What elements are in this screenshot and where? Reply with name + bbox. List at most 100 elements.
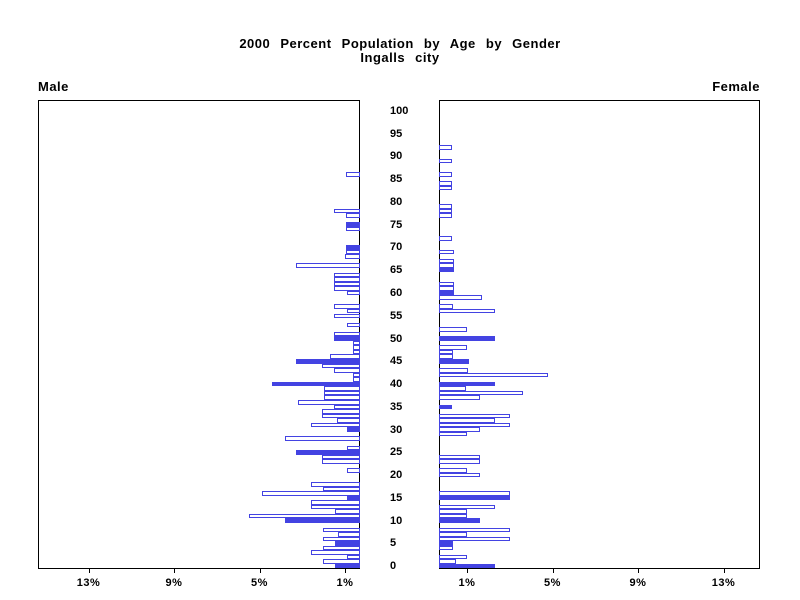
female-pct-label-1-tick [467,568,468,573]
bar-male-age-66 [295,263,360,268]
female-panel [439,100,760,569]
bar-female-age-42 [439,372,549,378]
bar-female-age-56 [439,308,495,314]
bar-male-age-75 [346,222,360,227]
male-pct-label-5-tick [259,568,261,573]
male-pct-label-5: 5% [251,577,268,589]
bar-female-age-16 [439,491,510,496]
bar-female-age-65 [439,267,454,273]
bar-female-age-66 [439,263,454,268]
bar-male-age-26 [347,445,360,451]
age-label-40: 40 [390,378,403,390]
bar-female-age-13 [439,504,495,510]
bar-female-age-48 [439,345,467,350]
bar-male-age-50 [334,336,360,341]
bar-male-age-42 [352,372,360,378]
bar-female-age-62 [439,281,454,287]
bar-female-age-21 [439,468,467,473]
bar-male-age-33 [321,413,360,419]
bar-male-age-6 [322,536,360,542]
bar-male-age-51 [334,331,360,337]
bar-male-age-14 [310,500,360,505]
female-pct-label-13-tick [723,568,725,573]
age-label-90: 90 [390,150,403,163]
bar-male-age-24 [321,454,360,460]
bar-male-age-46 [330,354,360,359]
bar-male-age-39 [323,386,360,391]
age-label-45: 45 [390,355,403,368]
age-label-30: 30 [390,423,403,436]
bar-female-age-10 [439,518,480,523]
bar-female-age-7 [439,532,467,537]
bar-male-age-47 [352,349,360,355]
bar-female-age-38 [439,390,523,396]
bar-male-age-61 [334,286,360,291]
bar-male-age-53 [347,322,360,328]
bar-male-age-15 [347,495,360,501]
bar-female-age-50 [439,336,495,341]
female-pct-label-9: 9% [629,577,647,589]
bar-male-age-25 [295,450,360,455]
male-pct-label-13-tick [88,568,90,573]
female-pct-label-5-tick [552,568,554,573]
bar-female-age-46 [439,354,453,359]
bar-female-age-1 [439,559,457,564]
female-pct-label-9-tick [638,568,639,573]
bar-male-age-35 [334,404,360,410]
bar-female-age-61 [439,286,454,291]
bar-male-age-56 [347,308,360,314]
bar-female-age-47 [439,349,453,355]
age-label-65: 65 [390,264,403,277]
bar-female-age-89 [439,158,452,164]
bar-female-age-45 [439,359,469,364]
male-axis-label: Male [38,79,69,94]
bar-male-age-18 [310,482,360,487]
bar-male-age-16 [261,491,360,496]
bar-male-age-69 [346,249,360,255]
bar-male-age-23 [321,459,360,464]
bar-female-age-6 [439,536,510,542]
bar-male-age-7 [337,532,360,537]
bar-male-age-62 [334,281,360,287]
age-label-50: 50 [390,332,403,345]
bar-male-age-31 [310,422,360,428]
bar-female-age-92 [439,145,452,150]
bar-female-age-31 [439,422,510,428]
bar-female-age-30 [439,427,480,432]
bar-female-age-24 [439,454,480,460]
bar-female-age-12 [439,509,467,514]
male-pct-label-9-tick [174,568,175,573]
age-label-10: 10 [390,514,403,527]
bar-female-age-83 [439,185,452,191]
male-pct-label-13: 13% [76,577,101,589]
bar-female-age-77 [439,213,452,218]
bar-female-age-5 [439,541,453,546]
bar-female-age-35 [439,404,452,410]
bar-female-age-86 [439,172,452,177]
bar-female-age-23 [439,459,480,464]
bar-female-age-2 [439,554,467,560]
bar-male-age-38 [323,390,360,396]
bar-female-age-11 [439,513,467,519]
bar-male-age-70 [346,245,360,250]
age-label-5: 5 [390,537,397,550]
bar-male-age-40 [272,381,360,387]
bar-female-age-15 [439,495,510,501]
bar-male-age-1 [322,559,360,564]
chart-title: 2000 Percent Population by Age by Gender [239,36,561,51]
age-label-15: 15 [390,491,403,504]
male-pct-label-1: 1% [336,577,354,589]
bar-male-age-5 [335,541,360,546]
bar-male-age-60 [347,290,360,296]
male-panel [38,100,360,569]
bar-female-age-60 [439,290,454,296]
female-pct-label-1: 1% [458,577,476,589]
bar-female-age-40 [439,381,495,387]
bar-male-age-55 [334,313,360,319]
bar-male-age-49 [352,340,360,346]
bar-male-age-34 [321,409,360,414]
bar-female-age-57 [439,304,453,309]
bar-male-age-41 [352,377,360,382]
bar-female-age-79 [439,204,452,209]
